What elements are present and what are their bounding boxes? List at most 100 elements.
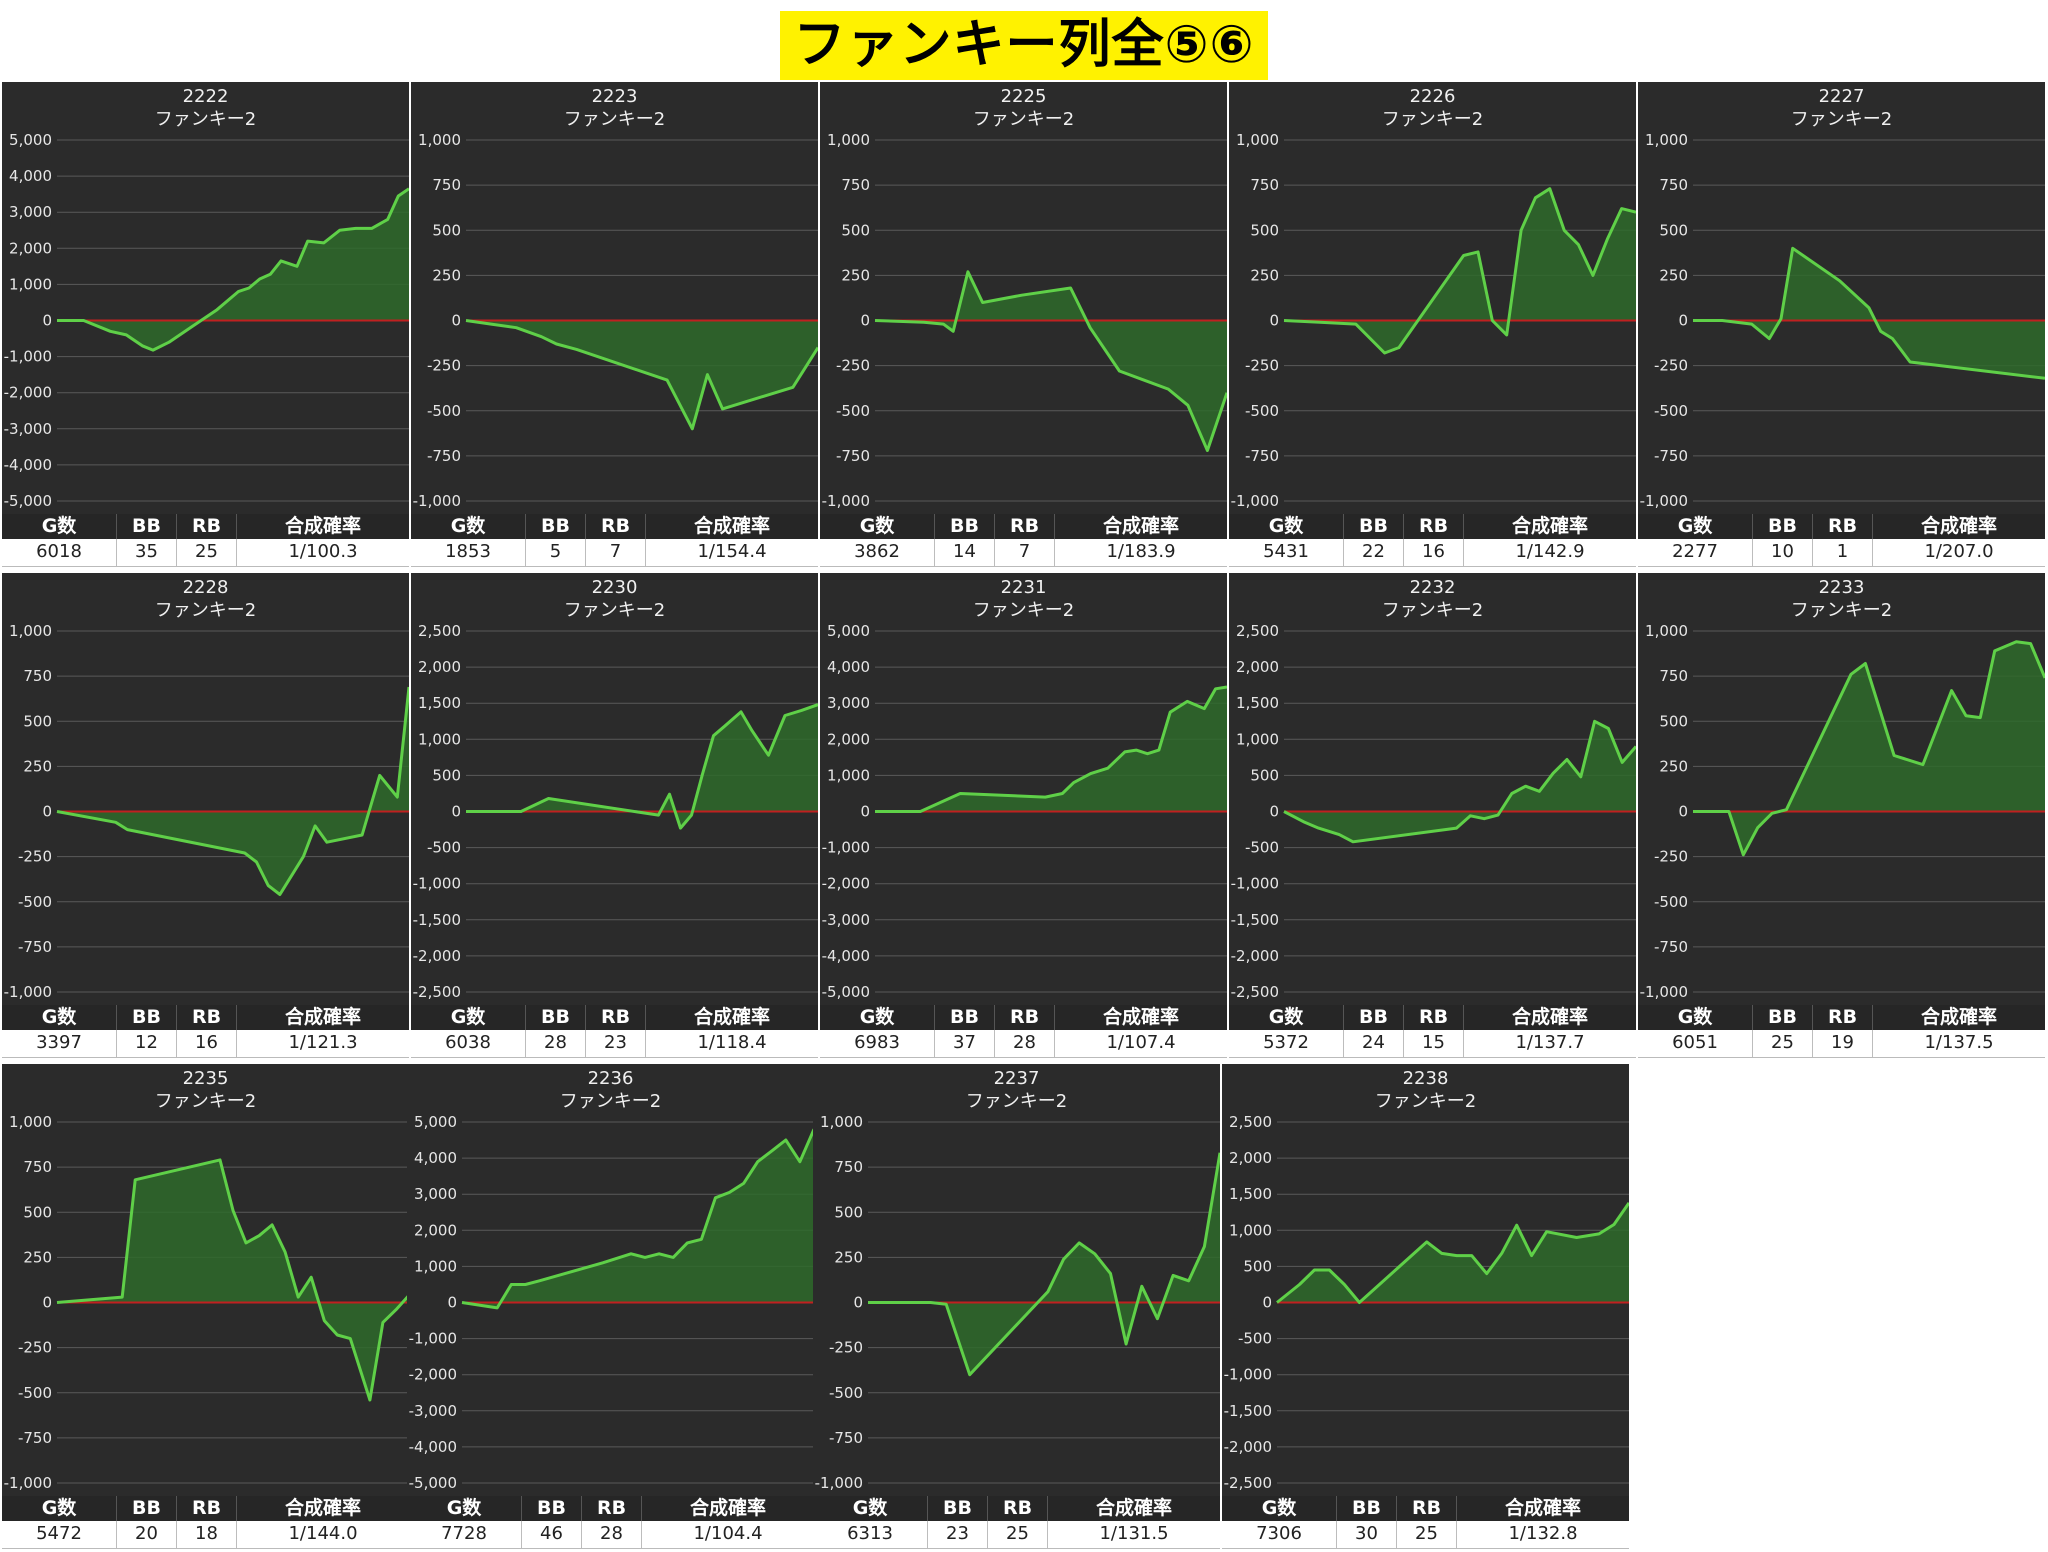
series-line xyxy=(56,686,409,896)
stats-value-g-count: 7306 xyxy=(1222,1521,1337,1548)
y-tick-label: -250 xyxy=(1654,848,1688,866)
y-tick-label: 0 xyxy=(451,803,461,821)
stats-value-bb: 10 xyxy=(1753,539,1813,566)
y-tick-label: -250 xyxy=(427,357,461,375)
chart-area: 5,000 4,000 3,000 2,000 1,000 0 -1,000 -2,000 -3… xyxy=(820,573,1227,1005)
stats-value-g-count: 5472 xyxy=(2,1521,117,1548)
y-tick-label: -500 xyxy=(836,402,870,420)
stats-header-combined-prob: 合成確率 xyxy=(1102,1006,1179,1028)
y-tick-label: 3,000 xyxy=(9,203,52,221)
stats-value-rb: 25 xyxy=(988,1521,1048,1548)
chart-svg: 1,000 750 500 250 0 -250 -500 -750 -1,000 xyxy=(1640,622,2045,1001)
y-tick-label: -500 xyxy=(18,1384,52,1402)
chart-svg: 2,500 2,000 1,500 1,000 500 0 -500 -1,000 -1,500… xyxy=(1224,1113,1629,1492)
y-tick-label: 500 xyxy=(432,221,461,239)
y-tick-label: -1,000 xyxy=(4,348,52,366)
y-tick-label: 2,500 xyxy=(1236,622,1279,640)
y-tick-label: 500 xyxy=(23,712,52,730)
stats-header-g-count: G数 xyxy=(407,1496,522,1521)
stats-header-combined-prob: 合成確率 xyxy=(1504,1497,1581,1519)
stats-value-rb: 16 xyxy=(177,1030,237,1057)
stats-table: G数 BB RB 合成確率 6983 37 28 1/107.4 xyxy=(820,1005,1227,1058)
y-tick-label: -3,000 xyxy=(822,911,870,929)
y-tick-label: -4,000 xyxy=(409,1438,457,1456)
stats-header-bb: BB xyxy=(522,1496,582,1521)
stats-value-rb: 15 xyxy=(1404,1030,1464,1057)
y-tick-label: 1,000 xyxy=(414,1257,457,1275)
chart-area: 2,500 2,000 1,500 1,000 500 0 -500 -1,000 -1,500… xyxy=(1229,573,1636,1005)
y-tick-label: -250 xyxy=(836,357,870,375)
stats-header-g-count: G数 xyxy=(1638,1005,1753,1030)
stats-header-g-count: G数 xyxy=(1222,1496,1337,1521)
y-tick-label: 2,000 xyxy=(9,239,52,257)
y-tick-label: -750 xyxy=(18,938,52,956)
series-area xyxy=(1693,248,2045,379)
stats-value-bb: 35 xyxy=(117,539,177,566)
chart-panel: 1,000 750 500 250 0 -250 -500 -750 -1,000 2235 ファン… xyxy=(2,1064,409,1549)
stats-value-combined-prob: 1/100.3 xyxy=(288,541,358,562)
y-tick-label: -750 xyxy=(427,447,461,465)
stats-header-combined-prob: 合成確率 xyxy=(284,1497,361,1519)
stats-value-g-count: 7728 xyxy=(407,1521,522,1548)
y-tick-label: -500 xyxy=(1245,402,1279,420)
stats-table: G数 BB RB 合成確率 2277 10 1 1/207.0 xyxy=(1638,514,2045,567)
chart-title: 2228 xyxy=(182,577,229,598)
chart-subtitle: ファンキー2 xyxy=(965,1091,1068,1112)
y-tick-label: 3,000 xyxy=(414,1185,457,1203)
stats-value-g-count: 6051 xyxy=(1638,1030,1753,1057)
chart-panel: 1,000 750 500 250 0 -250 -500 -750 -1,000 2223 ファン… xyxy=(411,82,818,567)
y-tick-label: -250 xyxy=(18,848,52,866)
y-tick-label: -1,500 xyxy=(1231,911,1279,929)
chart-panel: 5,000 4,000 3,000 2,000 1,000 0 -1,000 -2,000 -3… xyxy=(2,82,409,567)
stats-value-combined-prob: 1/107.4 xyxy=(1106,1032,1176,1053)
y-tick-label: -250 xyxy=(1654,357,1688,375)
chart-title: 2227 xyxy=(1818,86,1865,107)
y-tick-label: 1,000 xyxy=(9,1113,52,1131)
y-tick-label: -500 xyxy=(18,893,52,911)
series-line xyxy=(1283,187,1636,355)
series-area xyxy=(466,320,818,429)
stats-value-g-count: 5431 xyxy=(1229,539,1344,566)
y-tick-label: 3,000 xyxy=(827,694,870,712)
y-tick-label: -1,000 xyxy=(1231,492,1279,510)
chart-area: 1,000 750 500 250 0 -250 -500 -750 -1,000 2228 ファン… xyxy=(2,573,409,1005)
y-tick-label: -500 xyxy=(427,839,461,857)
stats-table: G数 BB RB 合成確率 1853 5 7 1/154.4 xyxy=(411,514,818,567)
y-tick-label: -250 xyxy=(1245,357,1279,375)
stats-header-g-count: G数 xyxy=(820,514,935,539)
stats-value-g-count: 6038 xyxy=(411,1030,526,1057)
stats-value-bb: 46 xyxy=(522,1521,582,1548)
y-tick-label: 4,000 xyxy=(414,1149,457,1167)
y-tick-label: 500 xyxy=(1659,221,1688,239)
chart-title: 2226 xyxy=(1409,86,1456,107)
chart-svg: 2,500 2,000 1,500 1,000 500 0 -500 -1,000 -1,500… xyxy=(413,622,818,1001)
stats-header-g-count: G数 xyxy=(2,1496,117,1521)
chart-panel: 5,000 4,000 3,000 2,000 1,000 0 -1,000 -2,000 -3… xyxy=(407,1064,814,1549)
chart-panel: 2,500 2,000 1,500 1,000 500 0 -500 -1,000 -1,500… xyxy=(411,573,818,1058)
stats-value-combined-prob: 1/183.9 xyxy=(1106,541,1176,562)
stats-value-row: 6038 28 23 1/118.4 xyxy=(411,1030,818,1058)
y-tick-label: -1,000 xyxy=(4,1474,52,1492)
chart-area: 2,500 2,000 1,500 1,000 500 0 -500 -1,000 -1,500… xyxy=(1222,1064,1629,1496)
stats-value-combined-prob: 1/104.4 xyxy=(693,1523,763,1544)
y-tick-label: -1,000 xyxy=(413,875,461,893)
stats-value-g-count: 5372 xyxy=(1229,1030,1344,1057)
stats-value-row: 6983 37 28 1/107.4 xyxy=(820,1030,1227,1058)
y-tick-label: -1,000 xyxy=(1640,983,1688,1001)
stats-header-combined-prob: 合成確率 xyxy=(284,1006,361,1028)
stats-header-combined-prob: 合成確率 xyxy=(689,1497,766,1519)
chart-title: 2237 xyxy=(993,1068,1040,1089)
series-line xyxy=(1276,1202,1629,1304)
stats-table: G数 BB RB 合成確率 3862 14 7 1/183.9 xyxy=(820,514,1227,567)
stats-header-g-count: G数 xyxy=(411,1005,526,1030)
y-tick-label: 0 xyxy=(1269,803,1279,821)
stats-value-rb: 28 xyxy=(995,1030,1055,1057)
y-tick-label: 250 xyxy=(23,757,52,775)
y-tick-label: -1,500 xyxy=(1224,1402,1272,1420)
stats-header-bb: BB xyxy=(1344,514,1404,539)
stats-value-bb: 37 xyxy=(935,1030,995,1057)
stats-header-combined-prob: 合成確率 xyxy=(1511,1006,1588,1028)
stats-header-row: G数 BB RB 合成確率 xyxy=(1222,1496,1629,1521)
y-tick-label: -500 xyxy=(1245,839,1279,857)
series-area xyxy=(466,704,818,829)
